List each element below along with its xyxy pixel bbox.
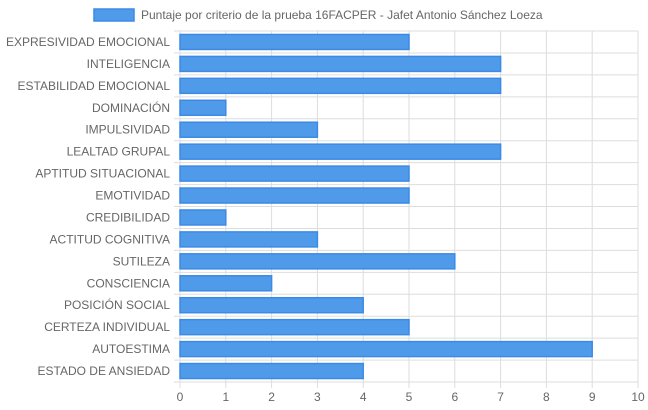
category-labels: EXPRESIVIDAD EMOCIONAL INTELIGENCIA ESTABI… [6,35,170,378]
x-tick-label: 1 [222,390,229,404]
category-label: INTELIGENCIA [87,57,170,71]
x-axis-tick-labels: 0 1 2 3 4 5 6 7 8 9 10 [177,390,645,404]
category-label: ESTABILIDAD EMOCIONAL [18,79,171,93]
x-tick-label: 0 [177,390,184,404]
x-tick-label: 3 [314,390,321,404]
category-label: CERTEZA INDIVIDUAL [44,320,170,334]
category-label: LEALTAD GRUPAL [67,145,171,159]
category-label: SUTILEZA [113,254,170,268]
category-label: ESTADO DE ANSIEDAD [38,364,171,378]
bar[interactable] [179,296,364,314]
x-tick-label: 8 [543,390,550,404]
x-tick-label: 10 [631,390,645,404]
x-tick-label: 4 [360,390,367,404]
x-tick-label: 6 [451,390,458,404]
bar[interactable] [179,209,227,226]
legend-label: Puntaje por criterio de la prueba 16FACP… [141,8,543,22]
bar[interactable] [179,275,273,292]
bar[interactable] [179,165,410,182]
legend[interactable]: Puntaje por criterio de la prueba 16FACP… [93,8,543,22]
bar[interactable] [179,253,456,270]
x-tick-label: 5 [406,390,413,404]
bar[interactable] [179,340,593,358]
category-label: CONSCIENCIA [87,276,170,290]
bar[interactable] [179,143,502,160]
legend-swatch [93,8,135,22]
bar[interactable] [179,33,410,51]
category-label: CREDIBILIDAD [86,210,170,224]
category-label: DOMINACIÓN [92,100,170,115]
bar[interactable] [179,121,319,138]
bar[interactable] [179,318,410,336]
x-tick-label: 9 [589,390,596,404]
x-tick-label: 7 [497,390,504,404]
category-label: AUTOESTIMA [92,342,170,356]
category-label: IMPULSIVIDAD [85,123,170,137]
category-label: ACTITUD COGNITIVA [50,232,170,246]
bar[interactable] [179,55,502,73]
bar[interactable] [179,231,319,248]
category-label: APTITUD SITUACIONAL [35,167,170,181]
category-label: POSICIÓN SOCIAL [64,297,170,312]
category-label: EMOTIVIDAD [95,189,170,203]
bar[interactable] [179,187,410,204]
bar[interactable] [179,362,364,380]
category-label: EXPRESIVIDAD EMOCIONAL [6,35,170,49]
bars [179,33,593,380]
bar[interactable] [179,99,227,117]
bar[interactable] [179,77,502,95]
x-tick-label: 2 [268,390,275,404]
